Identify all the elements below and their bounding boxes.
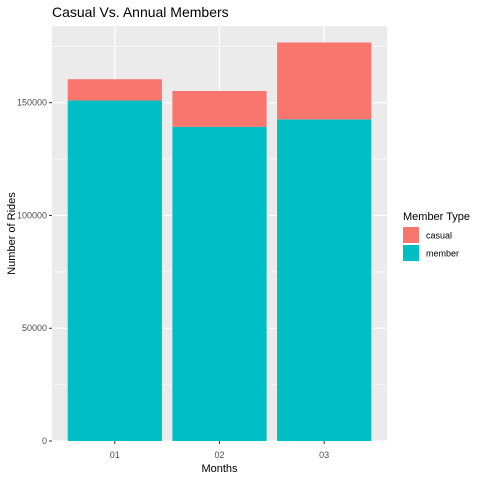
x-axis-title: Months: [201, 463, 238, 475]
x-tick-label: 02: [214, 450, 224, 460]
y-axis: 0 50000 100000 150000: [17, 98, 52, 446]
bar-member-03: [277, 119, 372, 441]
bar-layer: [67, 42, 372, 441]
legend-label-casual: casual: [426, 231, 452, 241]
y-tick-label: 0: [42, 436, 47, 446]
legend-label-member: member: [426, 249, 459, 259]
x-tick-label: 03: [319, 450, 329, 460]
bar-casual-03: [277, 42, 372, 120]
x-axis: 01 02 03: [110, 441, 329, 460]
legend-title: Member Type: [403, 211, 470, 223]
legend-key-member: [403, 245, 419, 261]
bar-member-02: [172, 126, 267, 441]
y-tick-label: 50000: [22, 323, 47, 333]
bar-casual-02: [172, 90, 267, 127]
bar-member-01: [67, 100, 162, 441]
legend-key-casual: [403, 227, 419, 243]
x-tick-label: 01: [110, 450, 120, 460]
legend-items: casual member: [403, 227, 459, 261]
legend: Member Type casual member: [403, 211, 470, 261]
chart-title: Casual Vs. Annual Members: [52, 4, 229, 20]
y-tick-label: 150000: [17, 98, 47, 108]
bar-casual-01: [67, 79, 162, 101]
y-axis-title: Number of Rides: [6, 192, 18, 275]
y-tick-label: 100000: [17, 210, 47, 220]
